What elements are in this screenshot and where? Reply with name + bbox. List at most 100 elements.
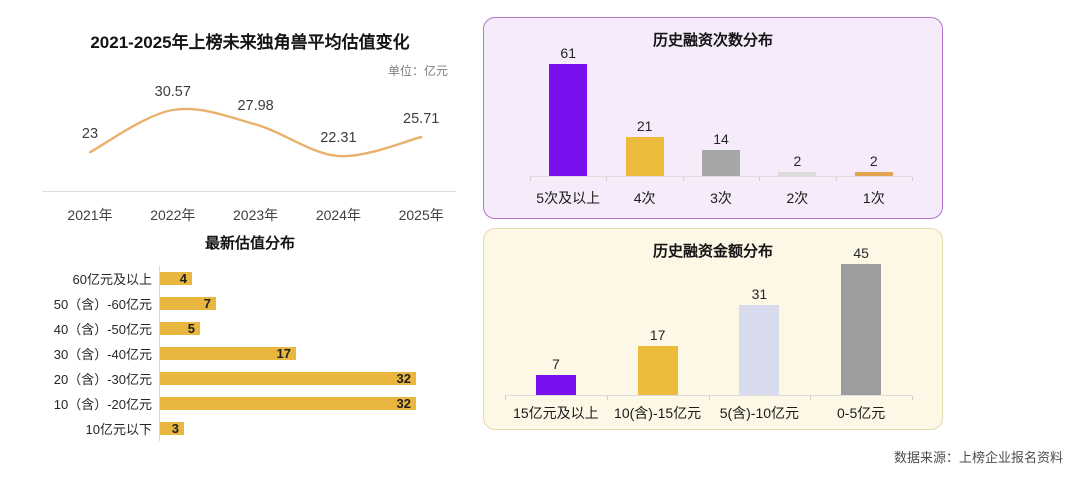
funding-amount-panel: 历史融资金额分布 7 17 31 45 15亿元及以上 10(含)-15亿元 5(含)-1… <box>483 228 943 430</box>
data-point-label: 27.98 <box>237 98 274 115</box>
vbar-bar <box>535 374 576 395</box>
hbar-chart-card: 最新估值分布 60亿元及以上 4 50（含）-60亿元 7 40（含）-50亿元 5 30（… <box>40 228 460 444</box>
hbar-bar-area: 4 <box>159 266 460 291</box>
hbar-row: 20（含）-30亿元 32 <box>40 366 460 391</box>
hbar-bar: 17 <box>160 347 296 360</box>
hbar-bar: 5 <box>160 322 200 335</box>
funding-amount-categories: 15亿元及以上 10(含)-15亿元 5(含)-10亿元 0-5亿元 <box>505 396 912 429</box>
x-axis-label: 2022年 <box>150 207 196 223</box>
hbar-category-label: 60亿元及以上 <box>72 272 152 287</box>
hbar-bar: 32 <box>160 372 416 385</box>
vbar-value-label: 45 <box>853 245 869 261</box>
hbar-value-label: 5 <box>187 321 195 336</box>
data-point-label: 25.71 <box>403 111 440 128</box>
vbar-column: 2 <box>759 56 835 176</box>
x-axis-label: 2021年 <box>67 207 113 223</box>
vbar-bar <box>739 304 780 395</box>
hbar-row: 40（含）-50亿元 5 <box>40 316 460 341</box>
axis-tick-mark <box>759 177 761 181</box>
vbar-column: 21 <box>606 56 682 176</box>
hbar-rows: 60亿元及以上 4 50（含）-60亿元 7 40（含）-50亿元 5 30（含）-40亿元… <box>40 266 460 441</box>
hbar-bar: 3 <box>160 422 184 435</box>
line-chart-plot: 23 30.57 27.98 22.31 25.71 2021年 2022年 2023年 202… <box>40 18 460 223</box>
vbar-category-label: 3次 <box>710 189 732 206</box>
trend-line-path <box>88 107 423 158</box>
hbar-bar-area: 3 <box>159 416 460 441</box>
data-source-note: 数据来源：上榜企业报名资料 <box>893 450 1063 465</box>
hbar-row: 50（含）-60亿元 7 <box>40 291 460 316</box>
vbar-bar <box>778 172 817 176</box>
trend-line-svg <box>88 107 423 158</box>
vbar-column: 17 <box>607 245 709 395</box>
funding-rounds-categories: 5次及以上 4次 3次 2次 1次 <box>530 177 912 218</box>
vbar-bar <box>702 150 741 176</box>
vbar-bar <box>637 345 678 395</box>
vbar-column: 45 <box>810 245 912 395</box>
axis-tick-mark <box>682 177 684 181</box>
hbar-bar-area: 5 <box>159 316 460 341</box>
hbar-bar-area: 17 <box>159 341 460 366</box>
vbar-category-label: 5(含)-10亿元 <box>719 404 800 421</box>
funding-rounds-title: 历史融资次数分布 <box>652 32 773 49</box>
hbar-bar-area: 7 <box>159 291 460 316</box>
vbar-value-label: 14 <box>713 131 729 148</box>
vbar-column: 31 <box>709 245 811 395</box>
axis-tick-mark <box>530 177 531 181</box>
x-axis-label: 2024年 <box>315 207 361 223</box>
hbar-category-label: 10亿元以下 <box>85 422 152 437</box>
axis-tick-mark <box>810 396 812 400</box>
hbar-row: 10（含）-20亿元 32 <box>40 391 460 416</box>
vbar-column: 14 <box>683 56 759 176</box>
hbar-bar: 7 <box>160 297 216 310</box>
hbar-category-label: 30（含）-40亿元 <box>53 347 152 362</box>
vbar-value-label: 2 <box>793 153 802 170</box>
hbar-category-label: 20（含）-30亿元 <box>53 372 152 387</box>
vbar-column: 7 <box>505 245 607 395</box>
hbar-value-label: 17 <box>276 346 291 361</box>
vbar-category-label: 15亿元及以上 <box>513 404 599 421</box>
hbar-category-label: 40（含）-50亿元 <box>53 322 152 337</box>
x-axis-label: 2025年 <box>398 207 444 223</box>
hbar-bar-area: 32 <box>159 366 460 391</box>
hbar-value-label: 32 <box>396 371 411 386</box>
vbar-category-label: 1次 <box>862 189 885 206</box>
vbar-bar <box>549 63 588 176</box>
axis-tick-mark <box>912 396 913 400</box>
funding-rounds-plot: 61 21 14 2 2 <box>530 45 913 181</box>
axis-tick-mark <box>912 177 913 181</box>
axis-tick-mark <box>835 177 837 181</box>
axis-tick-mark <box>606 396 608 400</box>
vbar-category-label: 2次 <box>786 189 809 206</box>
vbar-bar <box>841 264 882 395</box>
x-axis-label: 2023年 <box>233 207 279 223</box>
hbar-category-label: 10（含）-20亿元 <box>53 397 152 412</box>
data-point-label: 23 <box>81 126 99 143</box>
axis-tick-mark <box>505 396 506 400</box>
hbar-bar: 4 <box>160 272 192 285</box>
funding-amount-title: 历史融资金额分布 <box>652 243 773 260</box>
vbar-bar <box>854 172 893 176</box>
hbar-row: 60亿元及以上 4 <box>40 266 460 291</box>
vbar-category-label: 5次及以上 <box>536 189 601 206</box>
hbar-bar-area: 32 <box>159 391 460 416</box>
vbar-column: 2 <box>836 56 912 176</box>
hbar-value-label: 7 <box>203 296 211 311</box>
vbar-value-label: 21 <box>636 118 653 135</box>
x-axis-line <box>42 191 456 192</box>
hbar-value-label: 4 <box>179 271 187 286</box>
vbar-category-label: 4次 <box>633 189 656 206</box>
unit-label: 单位：亿元 <box>387 64 448 78</box>
axis-tick-mark <box>606 177 608 181</box>
hbar-bar: 32 <box>160 397 416 410</box>
hbar-value-label: 32 <box>396 396 411 411</box>
vbar-value-label: 17 <box>649 326 666 343</box>
vbar-value-label: 61 <box>560 44 576 61</box>
data-point-label: 30.57 <box>154 84 191 100</box>
axis-tick-mark <box>708 396 710 400</box>
vbar-value-label: 31 <box>751 285 768 302</box>
funding-rounds-panel: 历史融资次数分布 61 21 14 2 2 5次及以上 4次 3次 2次 1次 <box>483 17 943 219</box>
data-point-label: 22.31 <box>320 130 357 146</box>
hbar-value-label: 3 <box>171 421 179 436</box>
vbar-value-label: 2 <box>869 153 878 170</box>
